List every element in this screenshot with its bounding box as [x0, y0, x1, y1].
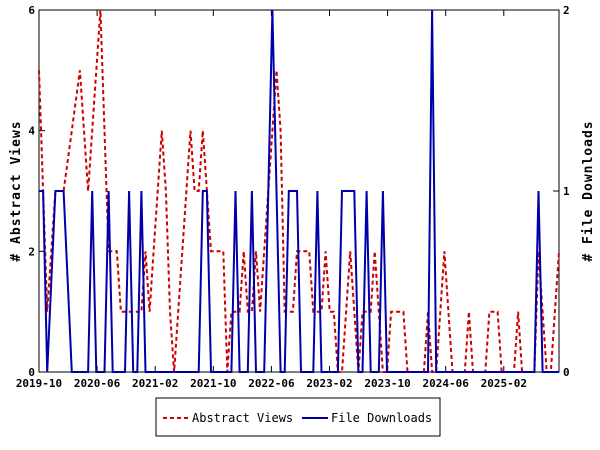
- y-left-tick-label: 2: [28, 245, 35, 258]
- legend-label-file-downloads: File Downloads: [331, 411, 432, 425]
- series-line-file-downloads: [39, 9, 559, 373]
- y-left-tick-label: 6: [28, 4, 35, 17]
- legend-label-abstract-views: Abstract Views: [192, 411, 293, 425]
- x-tick-label: 2021-10: [190, 377, 236, 390]
- x-tick-label: 2019-10: [16, 377, 62, 390]
- x-tick-label: 2023-10: [364, 377, 410, 390]
- y-right-tick-label: 1: [563, 185, 570, 198]
- y-right-tick-label: 0: [563, 366, 570, 379]
- x-tick-label: 2022-06: [248, 377, 295, 390]
- x-tick-label: 2020-06: [74, 377, 121, 390]
- x-tick-label: 2025-02: [481, 377, 527, 390]
- y-right-tick-label: 2: [563, 4, 570, 17]
- y-left-tick-label: 4: [28, 125, 35, 138]
- series-layer: [38, 9, 560, 373]
- legend: Abstract Views File Downloads: [155, 397, 441, 437]
- y-axis-right-title: # File Downloads: [581, 120, 596, 261]
- x-tick-label: 2021-02: [132, 377, 178, 390]
- x-tick-label: 2024-06: [423, 377, 470, 390]
- legend-box: [155, 397, 441, 437]
- y-left-tick-label: 0: [28, 366, 35, 379]
- y-axis-left-title: # Abstract Views: [9, 120, 24, 261]
- series-line-abstract-views: [38, 9, 560, 373]
- x-tick-label: 2023-02: [306, 377, 352, 390]
